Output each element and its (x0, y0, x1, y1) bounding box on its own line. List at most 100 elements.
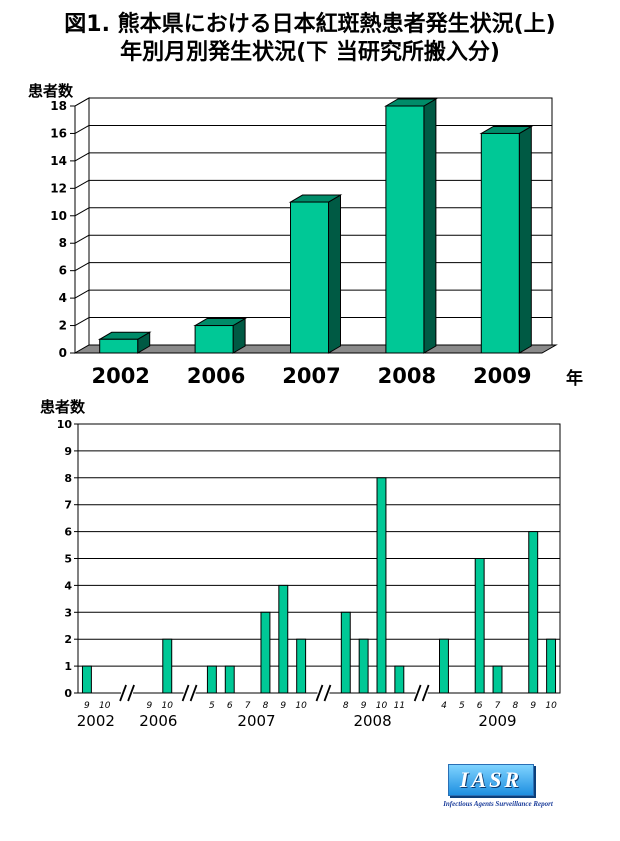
top-chart-bar (385, 105, 425, 354)
top-chart-xtick-label: 2009 (473, 364, 531, 388)
top-chart-bar-side (423, 98, 437, 354)
bottom-chart-xtick-label: 7 (495, 701, 501, 711)
bottom-chart-year-label: 2008 (353, 712, 391, 730)
bottom-chart-xtick-label: 7 (245, 701, 251, 711)
top-chart-gridline (74, 125, 90, 134)
bottom-chart-bar (224, 665, 235, 694)
bottom-chart-ytick-label: 10 (57, 418, 73, 431)
bottom-chart-ytick-label: 2 (64, 633, 72, 646)
top-chart-bar-side (518, 125, 532, 354)
axis-break-mark (127, 684, 135, 702)
top-chart-ytick-label: 6 (59, 264, 67, 278)
bottom-chart-xtick-label: 8 (343, 701, 349, 711)
bottom-chart-bar (492, 665, 503, 694)
bottom-chart-bar (81, 665, 92, 694)
bottom-chart-xtick-label: 8 (513, 701, 519, 711)
bottom-chart-xtick-label: 10 (295, 701, 307, 711)
bottom-chart-xtick-label: 4 (441, 701, 447, 711)
axis-break-mark (315, 684, 324, 702)
top-chart-bar (99, 338, 139, 354)
top-chart-sidewall (74, 97, 90, 354)
top-chart-ytick-label: 16 (50, 126, 67, 140)
bottom-chart-year-label: 2007 (237, 712, 275, 730)
bottom-chart-ytick-label: 1 (64, 660, 72, 673)
top-chart-gridline (74, 207, 90, 217)
top-chart-ytick-label: 10 (50, 209, 67, 223)
top-chart-ytick-label: 18 (50, 99, 67, 113)
top-chart-bar (290, 201, 329, 354)
bottom-chart-bar (296, 638, 307, 694)
bottom-chart-bar (358, 638, 369, 694)
bottom-chart-year-label: 2002 (77, 712, 115, 730)
top-chart-gridline (74, 317, 90, 326)
top-chart-gridline (74, 234, 90, 244)
bottom-chart-xtick-label: 9 (84, 701, 90, 711)
bottom-chart-bar (474, 558, 485, 694)
bottom-chart-bar (278, 584, 289, 694)
bottom-chart-ytick-label: 0 (64, 687, 72, 700)
bottom-chart-year-label: 2009 (478, 712, 516, 730)
top-chart-bar-side (328, 194, 341, 354)
top-chart-xlabel: 年 (566, 368, 583, 389)
bottom-chart-bar (439, 638, 449, 694)
axis-break-mark (413, 684, 422, 702)
bottom-chart-xtick-label: 6 (477, 701, 483, 711)
bottom-chart-xtick-label: 10 (99, 701, 111, 711)
bottom-chart-bar (376, 477, 387, 694)
top-chart-ytick-label: 2 (59, 319, 67, 333)
bottom-chart-bar (394, 665, 405, 694)
bottom-chart-xtick-label: 10 (545, 701, 557, 711)
bottom-chart-ytick-label: 5 (64, 553, 72, 566)
iasr-logo-text: IASR (459, 767, 523, 792)
bottom-chart-xtick-label: 9 (280, 701, 286, 711)
bottom-chart-bar (162, 638, 173, 694)
iasr-logo: IASR (448, 764, 534, 796)
bottom-chart-ytick-label: 8 (64, 472, 72, 485)
top-chart-ytick-label: 14 (50, 154, 67, 168)
top-chart-ytick-label: 4 (59, 291, 67, 305)
axis-break-mark (421, 684, 430, 702)
iasr-logo-subtitle: Infectious Agents Surveillance Report (443, 800, 553, 808)
bottom-chart-xtick-label: 8 (263, 701, 269, 711)
bottom-chart-xtick-label: 11 (394, 701, 405, 711)
bottom-chart-ytick-label: 6 (64, 526, 72, 539)
top-chart-ylabel: 患者数 (28, 82, 74, 100)
top-chart-bar (194, 325, 234, 354)
bottom-chart-ytick-label: 7 (64, 499, 72, 512)
bottom-chart-bar (206, 665, 217, 694)
top-chart-gridline (74, 152, 90, 162)
bottom-chart-xtick-label: 6 (227, 701, 233, 711)
bottom-chart-year-label: 2006 (139, 712, 177, 730)
top-chart-bar (480, 132, 520, 354)
bottom-chart-ytick-label: 3 (64, 606, 72, 619)
bottom-chart-ylabel: 患者数 (40, 398, 86, 416)
bottom-chart-bar (340, 611, 351, 694)
top-chart-gridline (74, 179, 90, 189)
bottom-chart-xtick-label: 9 (147, 701, 153, 711)
bottom-chart-xtick-label: 5 (459, 701, 465, 711)
top-chart-gridline (74, 97, 90, 107)
top-chart-ytick-label: 0 (59, 346, 67, 360)
axis-break-mark (119, 684, 127, 702)
bottom-chart-bar (528, 531, 539, 694)
top-chart-xtick-label: 2007 (282, 364, 340, 388)
chart-title-line1: 図1. 熊本県における日本紅斑熱患者発生状況(上) (64, 12, 556, 37)
top-chart-ytick-label: 12 (50, 181, 67, 195)
top-chart-gridline (74, 289, 90, 299)
top-chart-xtick-label: 2008 (378, 364, 436, 388)
axis-break-mark (189, 684, 198, 702)
bottom-chart-xtick-label: 5 (209, 701, 215, 711)
bottom-chart-ytick-label: 4 (64, 579, 72, 592)
axis-break-mark (323, 684, 332, 702)
top-chart-gridline (74, 262, 90, 272)
axis-break-mark (181, 684, 190, 702)
bottom-chart-bar (260, 611, 271, 694)
bottom-chart-xtick-label: 9 (530, 701, 536, 711)
bottom-chart-ytick-label: 9 (64, 445, 72, 458)
bottom-chart-xtick-label: 10 (376, 701, 388, 711)
bottom-chart-xtick-label: 9 (361, 701, 367, 711)
top-chart-xtick-label: 2002 (91, 364, 149, 388)
top-chart-xtick-label: 2006 (187, 364, 245, 388)
chart-title-line2: 年別月別発生状況(下 当研究所搬入分) (120, 40, 500, 65)
